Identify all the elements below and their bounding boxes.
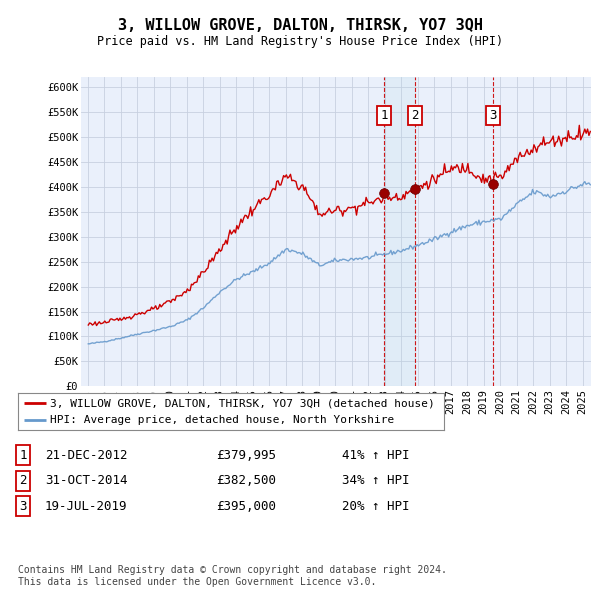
Text: 3, WILLOW GROVE, DALTON, THIRSK, YO7 3QH: 3, WILLOW GROVE, DALTON, THIRSK, YO7 3QH (118, 18, 482, 33)
Text: 3: 3 (19, 500, 26, 513)
Text: 2: 2 (411, 109, 419, 122)
Text: 20% ↑ HPI: 20% ↑ HPI (342, 500, 409, 513)
Text: 31-OCT-2014: 31-OCT-2014 (45, 474, 128, 487)
Text: Price paid vs. HM Land Registry's House Price Index (HPI): Price paid vs. HM Land Registry's House … (97, 35, 503, 48)
Text: 21-DEC-2012: 21-DEC-2012 (45, 449, 128, 462)
Text: £382,500: £382,500 (216, 474, 276, 487)
Bar (384, 77, 415, 386)
Text: Contains HM Land Registry data © Crown copyright and database right 2024.
This d: Contains HM Land Registry data © Crown c… (18, 565, 447, 587)
Text: 1: 1 (19, 449, 26, 462)
Text: 41% ↑ HPI: 41% ↑ HPI (342, 449, 409, 462)
Text: 3, WILLOW GROVE, DALTON, THIRSK, YO7 3QH (detached house): 3, WILLOW GROVE, DALTON, THIRSK, YO7 3QH… (50, 398, 434, 408)
Text: £395,000: £395,000 (216, 500, 276, 513)
Text: 19-JUL-2019: 19-JUL-2019 (45, 500, 128, 513)
Text: 2: 2 (19, 474, 26, 487)
Text: 34% ↑ HPI: 34% ↑ HPI (342, 474, 409, 487)
Text: 3: 3 (489, 109, 497, 122)
Text: £379,995: £379,995 (216, 449, 276, 462)
Text: 1: 1 (380, 109, 388, 122)
Text: HPI: Average price, detached house, North Yorkshire: HPI: Average price, detached house, Nort… (50, 415, 394, 425)
